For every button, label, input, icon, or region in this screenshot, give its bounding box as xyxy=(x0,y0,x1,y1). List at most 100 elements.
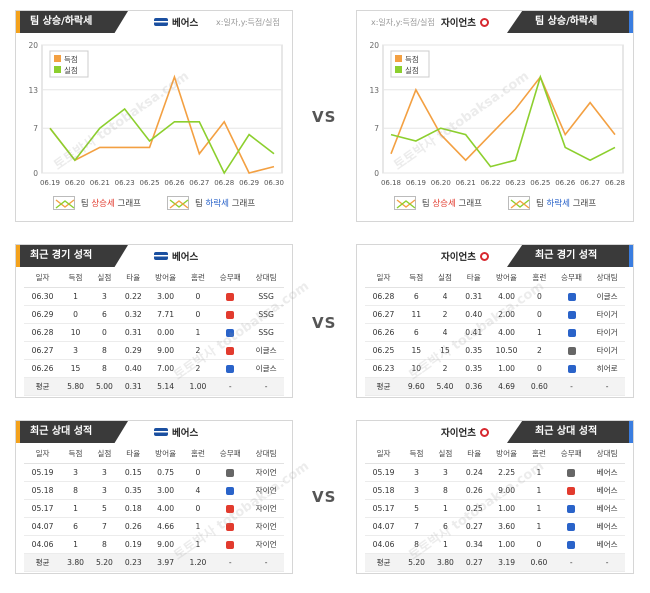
cell-hr: 1 xyxy=(524,463,554,482)
average-cell: 3.80 xyxy=(430,553,460,572)
result-badge-icon xyxy=(226,522,235,531)
cell-opp: 이글스 xyxy=(589,287,625,306)
cell-date: 04.06 xyxy=(24,535,62,554)
y-tick-label: 7 xyxy=(33,124,38,133)
falling-graph-legend: 팀 하락세 그래프 xyxy=(167,196,255,210)
cell-era: 7.00 xyxy=(147,359,184,378)
column-header: 득점 xyxy=(402,445,431,464)
vs-label-h2h: VS xyxy=(312,488,337,506)
vs-label-trend: VS xyxy=(312,108,337,126)
cell-ra: 5 xyxy=(89,499,119,518)
cell-ra: 6 xyxy=(430,517,460,536)
cell-date: 05.18 xyxy=(365,481,403,500)
result-badge-icon xyxy=(226,468,235,477)
graph-up-suffix: 그래프 xyxy=(455,199,482,209)
away-team-name: 자이언츠 xyxy=(441,428,476,439)
cell-ra: 8 xyxy=(89,359,119,378)
average-cell: 5.00 xyxy=(89,377,119,396)
table-row: 05.17 1 5 0.18 4.00 0 자이언 xyxy=(24,499,284,518)
column-header: 방어율 xyxy=(147,445,184,464)
away-trend-subtitle: x:일자,y:득점/실점 xyxy=(371,18,435,27)
cell-hr: 0 xyxy=(183,463,213,482)
result-cell xyxy=(553,305,590,324)
table-row: 05.19 3 3 0.24 2.25 1 베어스 xyxy=(365,463,625,482)
cell-hr: 0 xyxy=(525,359,554,378)
result-cell xyxy=(553,517,590,536)
result-cell xyxy=(212,341,249,360)
table-row: 05.19 3 3 0.15 0.75 0 자이언 xyxy=(24,463,284,482)
graph-down-word: 하락세 xyxy=(546,199,570,209)
cell-era: 2.00 xyxy=(488,305,525,324)
result-badge-icon xyxy=(567,346,576,355)
cell-date: 06.30 xyxy=(24,287,62,306)
cell-avg: 0.35 xyxy=(459,341,489,360)
cell-r: 3 xyxy=(61,463,90,482)
cell-hr: 2 xyxy=(525,341,554,360)
table-row: 04.06 8 1 0.34 1.00 0 베어스 xyxy=(365,535,625,554)
rising-graph-icon xyxy=(52,196,75,210)
bears-logo-icon xyxy=(154,252,168,260)
column-header: 홈런 xyxy=(183,445,213,464)
column-header: 타율 xyxy=(118,269,148,288)
average-row: 평균 5.20 3.80 0.27 3.19 0.60- - xyxy=(365,553,625,572)
result-badge-icon xyxy=(226,364,235,373)
cell-ra: 3 xyxy=(89,463,119,482)
table-row: 06.28 6 4 0.31 4.00 0 이글스 xyxy=(365,287,625,306)
average-cell: - xyxy=(248,377,284,396)
result-cell xyxy=(212,535,249,554)
table-row: 05.18 8 3 0.35 3.00 4 자이언 xyxy=(24,481,284,500)
average-cell: 평균 xyxy=(24,377,62,396)
average-cell: 0.60 xyxy=(524,553,554,572)
series-line-scored xyxy=(390,75,616,162)
table-row: 05.18 3 8 0.26 9.00 1 베어스 xyxy=(365,481,625,500)
x-tick-label: 06.29 xyxy=(239,179,259,187)
cell-ra: 15 xyxy=(430,341,460,360)
cell-avg: 0.32 xyxy=(118,305,148,324)
result-cell xyxy=(212,517,249,536)
cell-avg: 0.19 xyxy=(118,535,148,554)
result-badge-icon xyxy=(226,292,235,301)
cell-era: 4.00 xyxy=(147,499,184,518)
x-tick-label: 06.25 xyxy=(140,179,160,187)
table-header-row: 일자 득점 실점 타율 방어율 홈런 승무패 상대팀 xyxy=(365,445,625,464)
cell-r: 1 xyxy=(61,499,90,518)
cell-avg: 0.26 xyxy=(118,517,148,536)
cell-opp: SSG xyxy=(248,305,284,324)
table-row: 06.27 11 2 0.40 2.00 0 타이거 xyxy=(365,305,625,324)
bears-logo-icon xyxy=(154,18,168,26)
average-cell: 0.36 xyxy=(459,377,489,396)
cell-avg: 0.31 xyxy=(459,287,489,306)
y-tick-label: 7 xyxy=(374,124,379,133)
cell-hr: 1 xyxy=(183,517,213,536)
home-team-label: 베어스 xyxy=(154,15,198,29)
cell-ra: 8 xyxy=(89,341,119,360)
column-header: 일자 xyxy=(365,445,403,464)
cell-era: 4.66 xyxy=(147,517,184,536)
cell-avg: 0.35 xyxy=(118,481,148,500)
home-recent-header: 최근 경기 성적 xyxy=(16,245,128,267)
result-cell xyxy=(553,481,590,500)
x-tick-label: 06.19 xyxy=(40,179,60,187)
average-cell: - xyxy=(589,553,625,572)
x-tick-label: 06.23 xyxy=(505,179,525,187)
result-badge-icon xyxy=(567,292,576,301)
legend-swatch xyxy=(395,66,402,73)
graph-down-suffix: 그래프 xyxy=(570,199,597,209)
home-team-label: 베어스 xyxy=(154,425,198,439)
cell-era: 10.50 xyxy=(488,341,525,360)
cell-hr: 0 xyxy=(183,305,213,324)
cell-era: 4.00 xyxy=(488,323,525,342)
home-team-label: 베어스 xyxy=(154,249,198,263)
cell-date: 06.29 xyxy=(24,305,62,324)
home-team-name: 베어스 xyxy=(172,252,199,263)
cell-r: 3 xyxy=(402,481,431,500)
cell-date: 04.06 xyxy=(365,535,403,554)
result-cell xyxy=(212,359,249,378)
cell-avg: 0.26 xyxy=(459,481,489,500)
legend-label: 실점 xyxy=(64,65,78,75)
home-team-name: 베어스 xyxy=(172,428,199,439)
cell-opp: 히어로 xyxy=(589,359,625,378)
average-cell: 평균 xyxy=(365,553,403,572)
cell-hr: 0 xyxy=(524,535,554,554)
cell-date: 05.17 xyxy=(24,499,62,518)
